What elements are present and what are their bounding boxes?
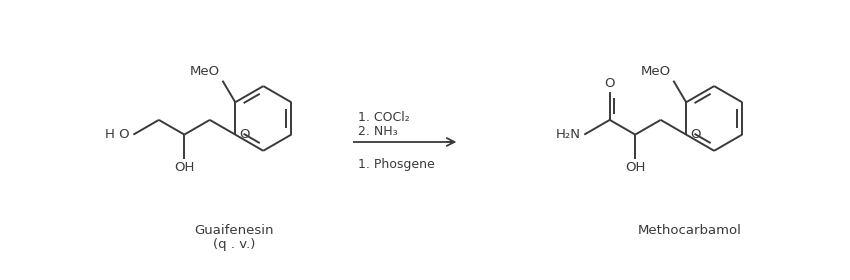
Text: 1. Phosgene: 1. Phosgene <box>359 158 435 171</box>
Text: H₂N: H₂N <box>555 128 581 141</box>
Text: Methocarbamol: Methocarbamol <box>638 224 741 237</box>
Text: O: O <box>239 128 250 141</box>
Text: O: O <box>690 128 700 141</box>
Text: OH: OH <box>625 161 645 174</box>
Text: H O: H O <box>105 128 129 141</box>
Text: (q . v.): (q . v.) <box>212 238 255 251</box>
Text: 2. NH₃: 2. NH₃ <box>359 125 398 138</box>
Text: OH: OH <box>174 161 195 174</box>
Text: MeO: MeO <box>190 65 219 78</box>
Text: MeO: MeO <box>640 65 671 78</box>
Text: O: O <box>604 76 615 90</box>
Text: 1. COCl₂: 1. COCl₂ <box>359 111 410 124</box>
Text: Guaifenesin: Guaifenesin <box>194 224 274 237</box>
